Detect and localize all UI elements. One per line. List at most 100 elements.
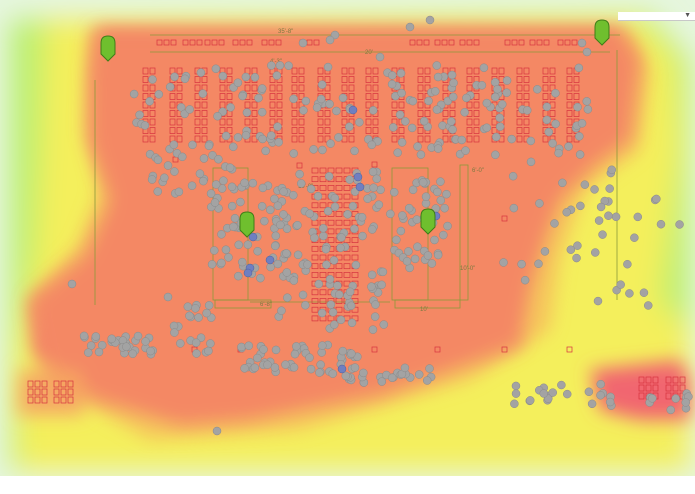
dimension-label: 10'-0" [460,266,475,272]
seat [311,202,319,209]
seat [298,84,305,92]
chevron-down-icon: ▼ [684,12,691,19]
device-dot [226,103,235,112]
seat [335,167,343,174]
seat [516,76,523,83]
dimension-label: 4'-3" [270,59,282,65]
device-dot [562,389,572,399]
seat [351,237,359,243]
device-dot [377,280,386,290]
seat [365,101,372,109]
seat [638,384,645,392]
device-dot [224,253,233,262]
seat [169,118,176,126]
seat [311,263,319,270]
seat [317,67,324,75]
seat [449,110,456,117]
seat [275,39,282,46]
device-dot [323,62,333,72]
device-dot [408,185,418,195]
seat [156,39,163,46]
seat [372,93,379,100]
seat [41,380,48,388]
seat [343,254,351,261]
device-dot [421,192,431,201]
device-dot [350,363,360,372]
seat [417,84,424,92]
seat [219,118,226,126]
seat [142,93,149,100]
device-dot [217,258,226,268]
device-dot [290,349,300,359]
seat [466,84,473,92]
device-dot [283,293,292,302]
seat [226,67,233,75]
device-dot [289,94,298,104]
seat [27,396,34,404]
device-dot [248,178,258,188]
seat [311,306,319,313]
device-dot [273,259,283,269]
seat [311,176,319,183]
device-dot [535,199,544,208]
seat [417,93,424,100]
device-dot [284,61,293,70]
seat [645,376,652,384]
marker-top-right[interactable] [594,19,610,46]
seat [324,76,331,83]
device-dot [170,72,179,82]
device-dot [379,320,389,329]
device-dot [275,61,285,70]
device-dot [375,52,385,62]
seat [201,118,208,126]
device-dot [230,213,240,223]
seat [269,84,276,92]
device-dot [583,105,593,114]
device-dot [195,169,205,178]
device-dot [207,260,217,269]
device-dot [240,178,249,188]
device-dot [347,318,357,328]
device-dot [332,106,341,116]
device-dot [298,290,308,300]
marker-center-right[interactable] [420,208,436,235]
dropdown-toggle[interactable]: ▼ [618,12,695,21]
seat [311,315,319,322]
seat [149,135,156,143]
device-dot [238,257,247,267]
seat [298,135,305,143]
device-dot [418,178,428,187]
seat [269,93,276,100]
device-dot [386,209,395,219]
device-dot [301,96,311,106]
device-dot [369,183,378,192]
seat [176,135,183,143]
seat [542,93,549,100]
device-dot [422,376,432,385]
seat [34,388,41,396]
seat [142,67,149,75]
seat [348,76,355,83]
heatmap-floorplan[interactable]: 35'-8" 20' 4'-3" 10'-0" 6'-0" 10'-0" 6'-… [0,0,695,476]
seat [311,254,319,261]
device-dot [407,123,417,133]
seat [409,39,416,46]
seat [149,67,156,75]
seat [226,118,233,126]
seat [226,93,233,100]
device-dot [432,105,442,114]
device-dot [574,63,584,73]
seat [448,39,455,46]
device-dot [590,185,599,194]
marker-center-left[interactable] [239,211,255,238]
seat [298,127,305,134]
seat [211,39,218,46]
device-dot [582,47,592,57]
heatmap-canvas[interactable]: 35'-8" 20' 4'-3" 10'-0" 6'-0" 10'-0" 6'-… [0,0,695,476]
seat [424,67,431,75]
location-markers[interactable] [100,19,610,238]
seat [511,39,518,46]
marker-top-left[interactable] [100,35,116,62]
seat [319,289,327,296]
map-pin-icon [594,19,610,46]
